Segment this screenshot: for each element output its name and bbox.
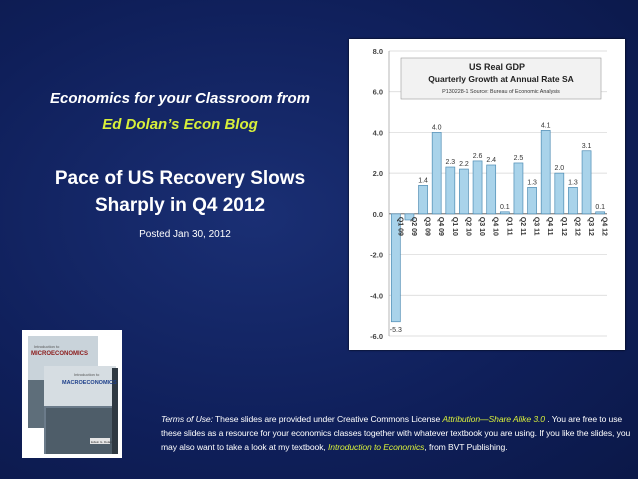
book2-subtitle: Introduction to: [74, 372, 100, 377]
license-link[interactable]: Attribution—Share Alike 3.0: [442, 414, 545, 424]
x-category-label: Q4 09: [437, 217, 444, 236]
bar-value-label: 4.1: [541, 122, 551, 129]
bar: [472, 160, 483, 215]
series-title-line2: Ed Dolan’s Econ Blog: [102, 116, 258, 133]
y-tick-label: 0.0: [373, 210, 383, 219]
terms-text-1: These slides are provided under Creative…: [212, 414, 443, 424]
bar-value-label: 1.3: [527, 179, 537, 186]
bar: [418, 185, 428, 215]
x-category-label: Q2 11: [519, 217, 526, 236]
bar-value-label: -5.3: [390, 327, 402, 334]
chart-subtitle: Quarterly Growth at Annual Rate SA: [428, 74, 574, 84]
bar: [540, 130, 551, 215]
x-category-label: Q1 12: [560, 217, 567, 236]
bar-value-label: 2.6: [473, 153, 483, 160]
bar-value-label: 1.4: [418, 177, 428, 184]
bar: [390, 213, 401, 323]
x-category-label: Q2 09: [410, 217, 417, 236]
bar-value-label: 2.3: [445, 159, 455, 166]
terms-text-3: , from BVT Publishing.: [424, 442, 508, 452]
x-category-label: Q4 11: [546, 217, 553, 236]
y-tick-label: 6.0: [373, 88, 383, 97]
bar-value-label: 2.2: [459, 161, 469, 168]
y-tick-label: -2.0: [370, 251, 383, 260]
book1-subtitle: Introduction to: [34, 344, 60, 349]
bar: [554, 172, 565, 215]
macro-book-cover: Introduction to MACROECONOMICS Edwin G. …: [44, 366, 118, 454]
headline-line2: Sharply in Q4 2012: [94, 195, 266, 216]
x-category-label: Q3 11: [533, 217, 540, 236]
posted-date: Posted Jan 30, 2012: [139, 229, 231, 240]
bar: [513, 162, 524, 215]
x-category-label: Q2 10: [464, 217, 471, 236]
bar-value-label: 1.3: [568, 179, 578, 186]
bar: [527, 187, 537, 215]
bar-value-label: 0.1: [500, 204, 510, 211]
bar: [568, 187, 578, 215]
x-category-label: Q2 12: [573, 217, 580, 236]
x-category-label: Q3 12: [587, 217, 594, 236]
bar-value-label: 3.1: [582, 143, 592, 150]
bar: [445, 166, 456, 215]
bar-layer: -5.3 Q1 09 Q2 09 1.4 Q3 09 4.0 Q4 09 2.3 Q1 10 2.…: [390, 122, 608, 333]
bar: [431, 132, 442, 215]
textbook-covers: Introduction to MICROECONOMICS Introduct…: [22, 330, 122, 458]
headline-line1: Pace of US Recovery Slows: [54, 168, 306, 189]
terms-text-2: . You are free to use these slides as a …: [161, 414, 631, 452]
x-category-label: Q1 11: [505, 217, 512, 236]
y-tick-label: 4.0: [373, 128, 383, 137]
y-tick-label: -6.0: [370, 332, 383, 341]
bar: [595, 211, 606, 215]
bar: [499, 211, 510, 215]
x-category-label: Q3 10: [478, 217, 485, 236]
gdp-chart-svg: 8.06.04.02.00.0-2.0-4.0-6.0 US Real GDP …: [370, 47, 608, 341]
chart-title: US Real GDP: [469, 62, 525, 72]
gdp-chart: 8.0 6.0 4.0 2.0 0.0 -2.0 -4.0 -6.0 US Real GDP …: [349, 39, 625, 350]
x-category-label: Q3 09: [424, 217, 431, 236]
x-category-label: Q4 10: [492, 217, 499, 236]
y-tick-label: 8.0: [373, 47, 383, 56]
bar-value-label: 0.1: [595, 204, 605, 211]
series-title-line1: Economics for your Classroom from: [49, 90, 311, 107]
terms-label: Terms of Use:: [161, 414, 213, 424]
chart-title-box: [400, 57, 602, 100]
terms-of-use: Terms of Use: These slides are provided …: [161, 412, 631, 454]
bar: [404, 213, 415, 221]
bar-value-label: 2.5: [514, 155, 524, 162]
y-tick-label: -4.0: [370, 291, 383, 300]
chart-source: P130228-1 Source: Bureau of Economic Ana…: [442, 89, 560, 95]
book2-title: MACROECONOMICS: [62, 380, 117, 386]
book-author: Edwin G. Dolan: [91, 440, 112, 444]
x-category-label: Q4 12: [601, 217, 608, 236]
bar-value-label: 2.0: [554, 165, 564, 172]
x-category-label: Q1 09: [396, 217, 403, 236]
bar: [459, 168, 469, 215]
bar: [581, 150, 592, 215]
bar-value-label: 4.0: [432, 124, 442, 131]
bar-value-label: 2.4: [486, 157, 496, 164]
book1-title: MICROECONOMICS: [31, 351, 88, 357]
x-category-label: Q1 10: [451, 217, 458, 236]
bar: [486, 164, 497, 215]
y-tick-label: 2.0: [373, 169, 383, 178]
textbook-link[interactable]: Introduction to Economics: [327, 442, 425, 452]
